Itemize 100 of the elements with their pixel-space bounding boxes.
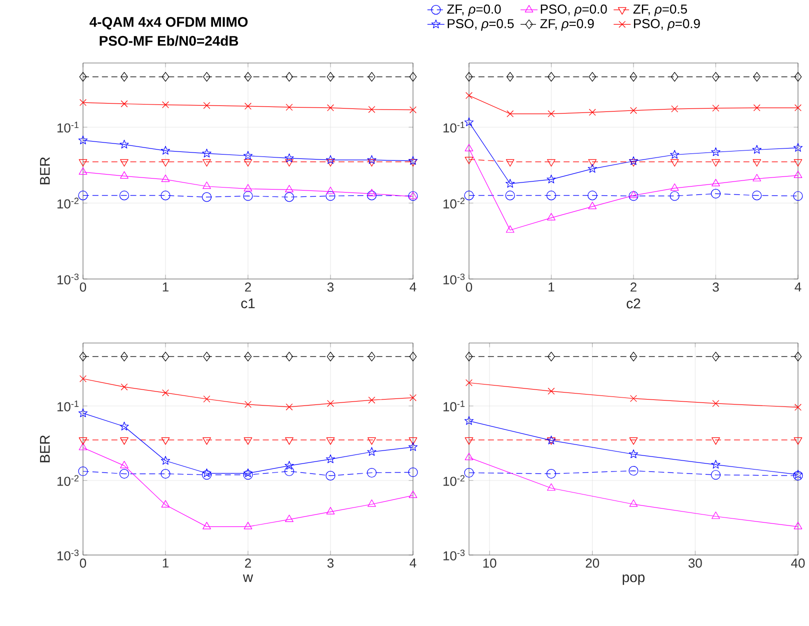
point	[243, 191, 253, 201]
point	[465, 72, 473, 82]
point	[588, 159, 597, 167]
y-tick-label: 10$^{-3}$	[444, 550, 465, 560]
legend-label: ZF, ρ=0.5	[633, 4, 687, 16]
y-tick-label: 10$^{-2}$	[444, 198, 465, 208]
point	[464, 468, 474, 478]
point	[203, 352, 210, 362]
point	[120, 159, 128, 167]
point	[629, 437, 638, 445]
point	[284, 460, 294, 470]
point	[670, 183, 679, 191]
point	[78, 159, 88, 167]
point	[630, 352, 638, 362]
point	[286, 403, 293, 410]
point	[78, 190, 88, 200]
point	[78, 442, 88, 450]
x-tick-label: 3	[712, 282, 719, 292]
legend-label: ZF, ρ=0.0	[447, 4, 501, 16]
point	[410, 394, 416, 402]
point	[367, 155, 376, 164]
legend-label: PSO, ρ=0.5	[448, 19, 514, 31]
point	[162, 101, 169, 108]
x-tick-label: 4	[410, 558, 416, 568]
y-tick-label: 10$^{-2}$	[58, 475, 79, 486]
point	[120, 352, 128, 362]
point	[464, 156, 474, 164]
point	[285, 184, 294, 192]
point	[588, 108, 596, 116]
point	[244, 159, 252, 167]
point	[630, 106, 637, 114]
point	[160, 190, 170, 200]
point	[630, 395, 637, 402]
point	[409, 352, 417, 362]
point	[671, 105, 678, 112]
point	[464, 452, 474, 460]
point	[712, 178, 720, 186]
x-tick-label: 4	[794, 282, 802, 292]
x-axis-title: w	[242, 574, 254, 582]
point	[794, 404, 802, 411]
y-tick-label: 10$^{-2}$	[58, 198, 79, 208]
point	[409, 72, 417, 82]
point	[794, 437, 802, 445]
point	[712, 437, 720, 445]
point	[120, 460, 128, 468]
y-tick-label: 10$^{-3}$	[58, 550, 79, 560]
point	[464, 190, 474, 200]
point	[548, 110, 555, 118]
point	[547, 483, 556, 491]
point	[368, 437, 376, 445]
point	[506, 225, 514, 233]
point	[366, 468, 377, 478]
point	[711, 460, 720, 469]
x-tick-label: 3	[327, 282, 334, 292]
point	[327, 400, 334, 407]
point	[366, 190, 377, 200]
x-tick-label: 1	[162, 558, 168, 568]
point	[629, 190, 638, 198]
point	[628, 449, 638, 458]
point	[712, 400, 720, 407]
point	[794, 170, 802, 178]
point	[326, 352, 334, 362]
point	[202, 159, 211, 167]
point	[244, 352, 252, 362]
point	[465, 352, 473, 362]
point	[243, 470, 253, 480]
point	[752, 190, 762, 200]
point	[711, 147, 720, 156]
x-tick-label: 3	[327, 558, 334, 568]
point	[548, 388, 555, 395]
x-tick-label: 30	[688, 558, 702, 568]
point	[243, 468, 253, 478]
point	[326, 186, 335, 194]
point	[548, 72, 555, 82]
point	[547, 213, 556, 220]
point	[368, 396, 376, 404]
point	[286, 352, 293, 362]
point	[793, 191, 803, 201]
point	[162, 72, 170, 82]
point	[548, 352, 555, 362]
point	[464, 437, 474, 445]
point	[506, 110, 514, 118]
point	[202, 192, 212, 202]
point	[794, 522, 802, 530]
point	[326, 191, 336, 201]
point	[464, 416, 474, 425]
point	[794, 104, 802, 112]
point	[368, 159, 376, 167]
point	[368, 188, 376, 196]
point	[78, 167, 88, 175]
point	[464, 144, 474, 152]
point	[284, 153, 294, 162]
point	[120, 72, 128, 82]
x-tick-label: 1	[548, 282, 554, 292]
point	[162, 352, 170, 362]
point	[160, 469, 170, 479]
point	[285, 437, 294, 445]
point	[466, 379, 472, 386]
point	[408, 467, 418, 478]
point	[753, 72, 761, 82]
